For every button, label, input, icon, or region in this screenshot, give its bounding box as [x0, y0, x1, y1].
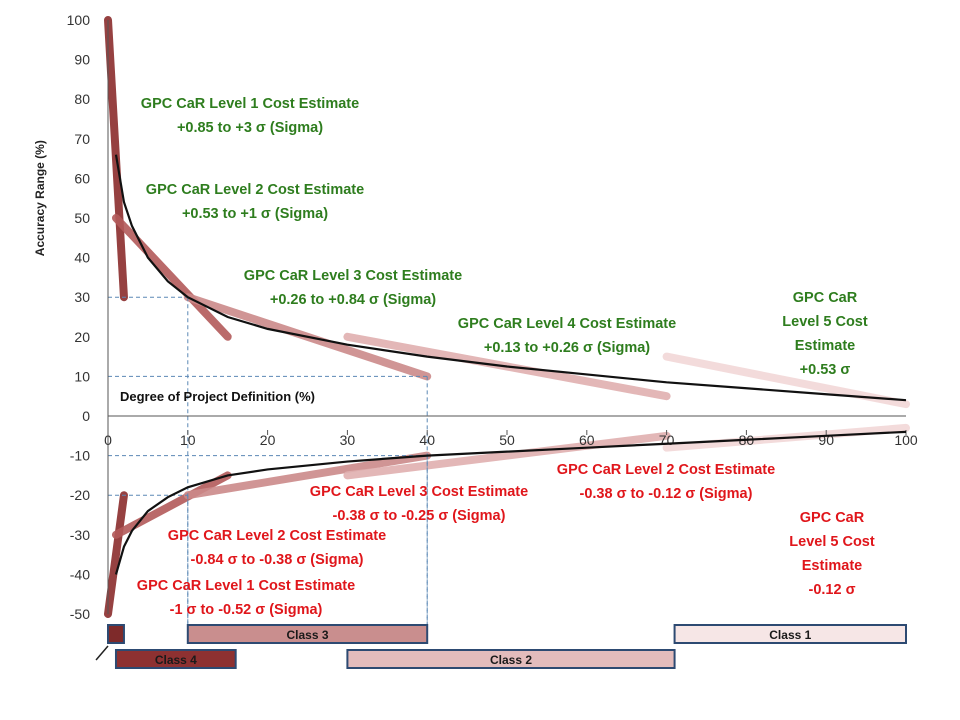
class-bar-2 [673, 624, 908, 644]
lower-annotation-1-line-0: GPC CaR Level 3 Cost Estimate [310, 484, 528, 500]
accuracy-band-5 [104, 491, 128, 618]
lower-annotation-4-line-3: -0.12 σ [809, 582, 856, 598]
lower-annotation-4-line-0: GPC CaR [800, 510, 865, 526]
x-tick-label: 90 [818, 432, 834, 448]
y-tick-label: -50 [70, 606, 90, 622]
accuracy-band-7 [183, 451, 432, 500]
accuracy-band-8 [343, 431, 671, 480]
series-line-lower-curve [114, 430, 907, 575]
lower-annotation-2-line-0: GPC CaR Level 2 Cost Estimate [168, 528, 386, 544]
upper-annotation-1-line-1: +0.53 to +1 σ (Sigma) [182, 206, 328, 222]
upper-annotation-0-line-1: +0.85 to +3 σ (Sigma) [177, 120, 323, 136]
series-line-upper-curve [114, 154, 907, 402]
class-bar-3 [114, 649, 237, 669]
y-tick-label: 10 [74, 368, 90, 384]
upper-annotation-4-line-3: +0.53 σ [800, 362, 851, 378]
upper-annotation-1-line-0: GPC CaR Level 2 Cost Estimate [146, 182, 364, 198]
class-bar-0 [107, 624, 125, 644]
accuracy-band-1 [111, 214, 232, 341]
y-tick-label: 100 [67, 12, 91, 28]
x-tick-label: 70 [659, 432, 675, 448]
curve-group [114, 154, 907, 575]
class-bar-4 [346, 649, 676, 669]
y-tick-label: -40 [70, 566, 90, 582]
upper-annotation-3-line-0: GPC CaR Level 4 Cost Estimate [458, 316, 676, 332]
x-tick-label: 100 [894, 432, 918, 448]
x-tick-label: 10 [180, 432, 196, 448]
class-bar-1 [186, 624, 429, 644]
y-tick-label: 60 [74, 170, 90, 186]
y-tick-label: 30 [74, 289, 90, 305]
accuracy-band-6 [111, 471, 232, 539]
text-group: GPC CaR Level 1 Cost Estimate +0.85 to +3… [137, 96, 875, 618]
lower-annotation-0-line-0: GPC CaR Level 2 Cost Estimate [557, 462, 775, 478]
class-connector [95, 645, 109, 661]
y-tick-label: 0 [82, 408, 90, 424]
lower-annotation-0-line-1: -0.38 σ to -0.12 σ (Sigma) [580, 486, 753, 502]
class-label-1: Class 3 [286, 628, 328, 642]
y-tick-label: 90 [74, 52, 90, 68]
class-label-2: Class 1 [769, 628, 811, 642]
lower-annotation-3-line-0: GPC CaR Level 1 Cost Estimate [137, 578, 355, 594]
lower-annotation-2-line-1: -0.84 σ to -0.38 σ (Sigma) [191, 552, 364, 568]
class-label-3: Class 4 [155, 653, 197, 667]
x-tick-label: 0 [104, 432, 112, 448]
y-tick-label: 70 [74, 131, 90, 147]
y-tick-label: -30 [70, 527, 90, 543]
lower-annotation-3-line-1: -1 σ to -0.52 σ (Sigma) [170, 602, 323, 618]
upper-annotation-0-line-0: GPC CaR Level 1 Cost Estimate [141, 96, 359, 112]
upper-annotation-2-line-0: GPC CaR Level 3 Cost Estimate [244, 268, 462, 284]
x-tick-label: 30 [340, 432, 356, 448]
lower-annotation-1-line-1: -0.38 σ to -0.25 σ (Sigma) [333, 508, 506, 524]
y-tick-label: 80 [74, 91, 90, 107]
upper-annotation-4-line-1: Level 5 Cost [782, 314, 868, 330]
x-tick-label: 40 [419, 432, 435, 448]
axes-group: 1009080706050403020100-10-20-30-40-50Acc… [33, 12, 918, 622]
y-tick-label: 50 [74, 210, 90, 226]
x-tick-label: 20 [260, 432, 276, 448]
upper-annotation-3-line-1: +0.13 to +0.26 σ (Sigma) [484, 340, 650, 356]
lower-annotation-4-line-1: Level 5 Cost [789, 534, 875, 550]
y-tick-label: -20 [70, 487, 90, 503]
y-axis-label: Accuracy Range (%) [33, 140, 47, 256]
lower-annotation-4-line-2: Estimate [802, 558, 862, 574]
y-tick-label: 40 [74, 250, 90, 266]
x-tick-label: 50 [499, 432, 515, 448]
guide-group [108, 296, 428, 640]
upper-annotation-2-line-1: +0.26 to +0.84 σ (Sigma) [270, 292, 436, 308]
band-group [104, 16, 910, 618]
upper-annotation-4-line-2: Estimate [795, 338, 855, 354]
y-tick-label: 20 [74, 329, 90, 345]
class-bar-group: Class 3 Class 1 Class 4 Class 2 [95, 624, 908, 669]
upper-annotation-4-line-0: GPC CaR [793, 290, 858, 306]
x-tick-label: 60 [579, 432, 595, 448]
class-label-4: Class 2 [490, 653, 532, 667]
x-axis-label: Degree of Project Definition (%) [120, 389, 315, 404]
y-tick-label: -10 [70, 448, 90, 464]
